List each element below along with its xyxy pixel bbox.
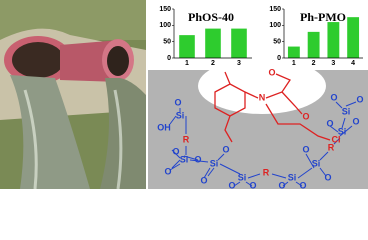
- bar: [231, 28, 247, 58]
- y-tick-label: 100: [269, 22, 281, 29]
- silica-bonds: [169, 101, 357, 187]
- atom-label: Si: [312, 158, 321, 168]
- atom-label: O: [194, 154, 201, 164]
- diagram-background: [148, 58, 368, 189]
- y-tick-label: 50: [163, 39, 171, 46]
- atom-label: O: [172, 146, 179, 156]
- atom-label: Si: [176, 110, 185, 120]
- atom-label: O: [356, 94, 363, 104]
- atom-label: O: [302, 144, 309, 154]
- atom-label: O: [200, 175, 207, 185]
- atom-label: Si: [238, 172, 247, 182]
- bar: [307, 31, 320, 58]
- atom-label: R: [183, 134, 190, 144]
- charts: 0 50 100 150 1 2 3 PhOS-40 0 50 100 150 1 2 3 4 Ph-PMO: [148, 0, 367, 69]
- x-tick-label: 1: [185, 60, 189, 67]
- atom-label: O: [302, 111, 309, 121]
- atom-label: O: [228, 180, 235, 189]
- bar: [205, 28, 221, 58]
- molecule-bonds: [214, 71, 331, 143]
- y-tick-label: 50: [273, 39, 281, 46]
- atom-label: O: [278, 180, 285, 189]
- atom-label: N: [259, 92, 266, 102]
- y-tick-label: 150: [269, 6, 281, 13]
- atom-label: O: [174, 97, 181, 107]
- bar: [179, 35, 195, 58]
- atom-label: O: [326, 118, 333, 128]
- y-tick-label: 100: [159, 22, 171, 29]
- atom-label: Si: [338, 126, 347, 136]
- atom-label: Si: [288, 172, 297, 182]
- x-tick-label: 3: [237, 60, 241, 67]
- chart-title: PhOS-40: [188, 10, 234, 24]
- bar: [327, 22, 340, 58]
- atom-label: O: [222, 144, 229, 154]
- atom-label: Cl: [332, 134, 341, 144]
- x-tick-label: 1: [292, 60, 296, 67]
- y-tick-label: 0: [167, 55, 171, 62]
- y-tick-label: 150: [159, 6, 171, 13]
- chart-title: Ph-PMO: [300, 10, 346, 24]
- graphical-abstract: 0 50 100 150 1 2 3 PhOS-40 0 50 100 150 1 2 3 4 Ph-PMO O…: [0, 0, 368, 189]
- atom-label: O: [352, 116, 359, 126]
- chart: 0 50 100 150 1 2 3 4 Ph-PMO: [258, 0, 367, 69]
- atom-label: O: [324, 172, 331, 182]
- photo: [0, 0, 146, 189]
- atom-label: O: [268, 67, 275, 77]
- atom-label: O: [299, 180, 306, 189]
- bar: [287, 46, 300, 58]
- x-tick-label: 3: [331, 60, 335, 67]
- atom-label: O: [164, 166, 171, 176]
- chart: 0 50 100 150 1 2 3 PhOS-40: [148, 0, 256, 69]
- atom-label: Si: [210, 158, 219, 168]
- atom-label: Si: [180, 154, 189, 164]
- x-tick-label: 4: [351, 60, 355, 67]
- x-tick-label: 2: [312, 60, 316, 67]
- atom-label: O: [330, 92, 337, 102]
- y-tick-label: 0: [277, 55, 281, 62]
- x-tick-label: 2: [211, 60, 215, 67]
- atom-label: R: [328, 142, 335, 152]
- atom-label: O: [249, 180, 256, 189]
- atom-label: R: [263, 167, 270, 177]
- atom-label: OH: [157, 122, 171, 132]
- atom-label: Si: [342, 106, 351, 116]
- bar: [347, 17, 360, 59]
